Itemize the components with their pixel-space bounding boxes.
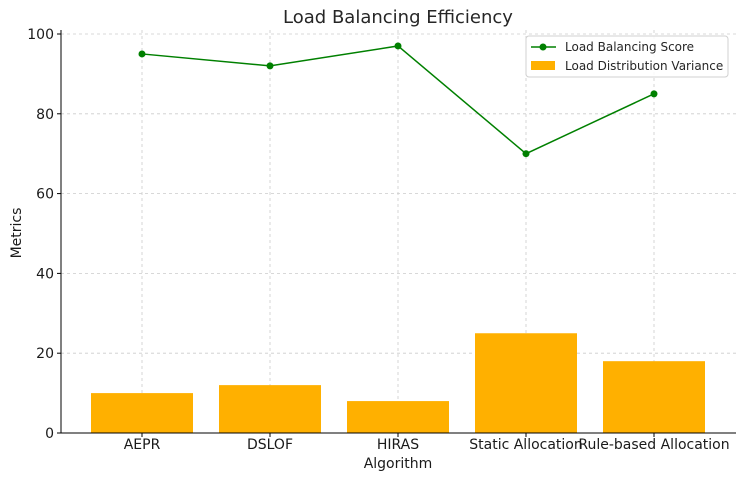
y-tick-label: 60 [36, 187, 54, 203]
legend: Load Balancing Score Load Distribution V… [525, 35, 729, 78]
y-tick-label: 40 [36, 266, 54, 282]
x-tick-label: AEPR [124, 437, 161, 453]
x-tick-label: DSLOF [247, 437, 293, 453]
score-point [266, 62, 274, 70]
y-tick-label: 100 [27, 27, 54, 43]
x-axis-title: Algorithm [364, 456, 433, 472]
legend-label-score: Load Balancing Score [565, 40, 694, 54]
score-point [394, 42, 402, 50]
variance-bar [475, 333, 577, 433]
score-point [522, 150, 530, 158]
legend-label-variance: Load Distribution Variance [565, 59, 723, 73]
y-tick-label: 80 [36, 107, 54, 123]
legend-bar-swatch [531, 61, 555, 70]
variance-bar [219, 385, 321, 433]
y-axis-title: Metrics [9, 208, 25, 259]
variance-bar [91, 393, 193, 433]
legend-line-marker [539, 43, 547, 51]
y-tick-label: 0 [45, 426, 54, 442]
score-point [650, 90, 658, 98]
x-tick-labels: AEPR DSLOF HIRAS Static AllocationRule-base… [124, 433, 730, 453]
variance-bar [347, 401, 449, 433]
x-tick-label: HIRAS [377, 437, 419, 453]
chart-title: Load Balancing Efficiency [283, 7, 513, 28]
score-line [138, 42, 658, 158]
x-tick-label: Rule-based Allocation [578, 437, 729, 453]
legend-frame [525, 35, 729, 78]
score-point [138, 50, 146, 58]
bars [91, 333, 705, 433]
x-tick-label: Static Allocation [469, 437, 583, 453]
variance-bar [603, 361, 705, 433]
y-tick-labels: 0 20 40 60 80 100 [27, 27, 61, 442]
y-tick-label: 20 [36, 346, 54, 362]
